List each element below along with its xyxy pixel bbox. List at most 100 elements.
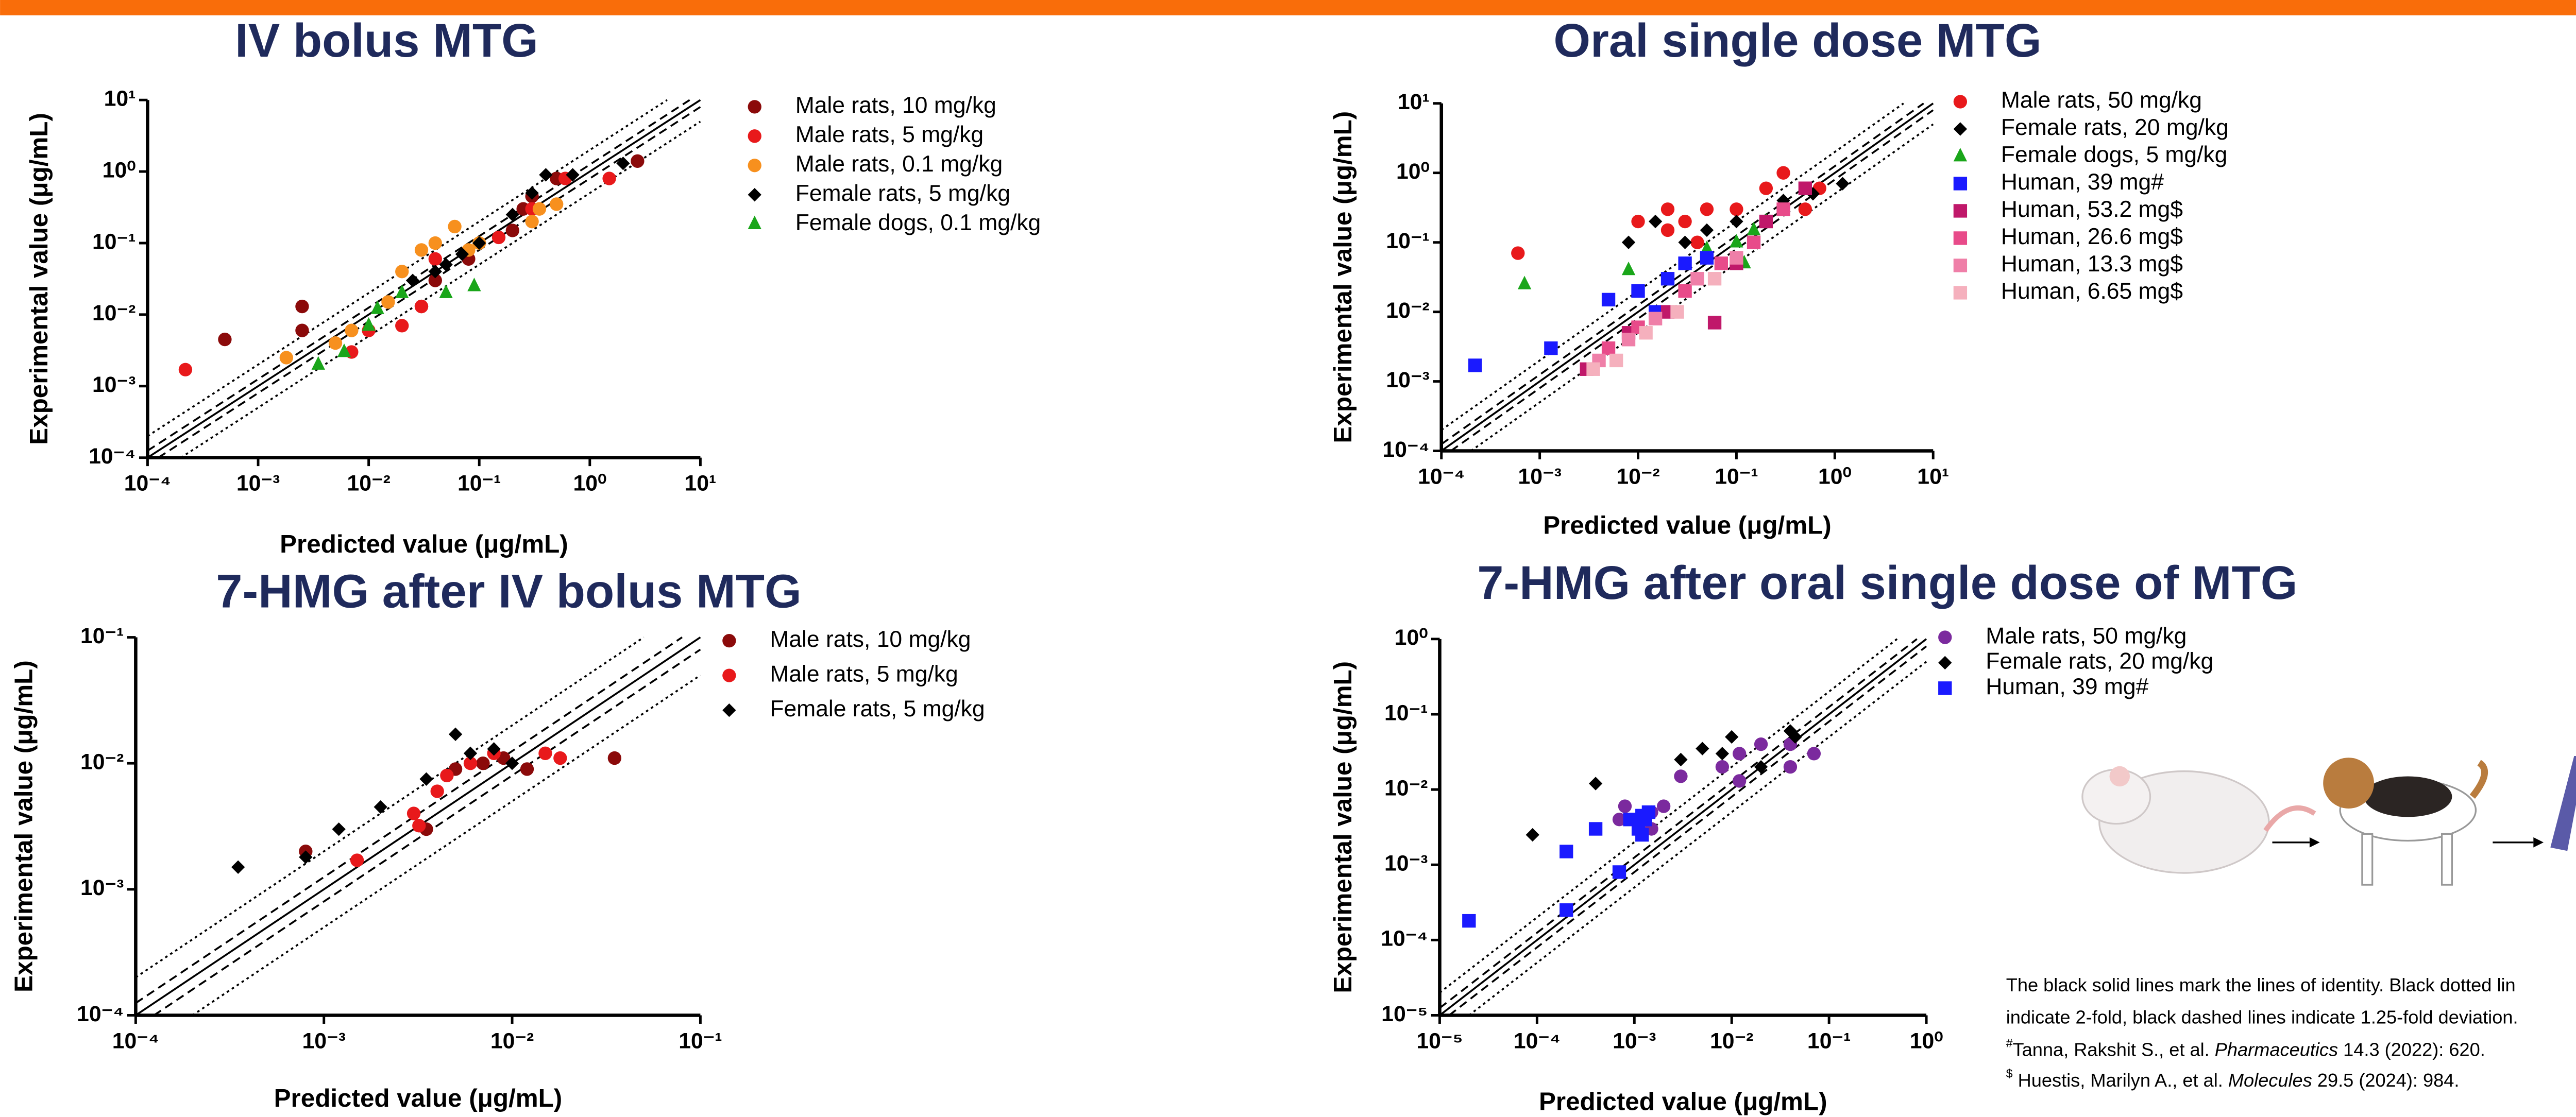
point — [1588, 822, 1603, 836]
point — [1517, 276, 1532, 289]
legend-label: Human, 39 mg# — [2001, 169, 2164, 195]
fold-line — [180, 121, 701, 459]
point — [1807, 747, 1821, 761]
point — [1648, 312, 1663, 325]
point — [463, 757, 478, 770]
point — [1670, 305, 1684, 319]
ref-details: 14.3 (2022): 620. — [2338, 1039, 2485, 1060]
point — [1798, 202, 1812, 216]
point — [1730, 234, 1743, 248]
point — [1601, 341, 1616, 355]
ref-authors: Huestis, Marilyn A., et al. — [2013, 1069, 2228, 1090]
ref-journal: Molecules — [2228, 1069, 2312, 1090]
point — [1660, 272, 1675, 286]
fold-line — [192, 674, 701, 1017]
point — [345, 323, 359, 337]
x-tick-label: 10⁻¹ — [1715, 464, 1758, 489]
point — [440, 768, 454, 783]
point — [602, 171, 616, 185]
legend-label: Female dogs, 5 mg/kg — [2001, 142, 2228, 167]
x-tick-label: 10⁻³ — [1518, 464, 1561, 489]
fold-line — [1468, 661, 1927, 1016]
point — [532, 202, 547, 216]
point — [1759, 214, 1773, 229]
fold-line — [147, 99, 690, 452]
y-axis-title: Experimental value (μg/mL) — [1329, 661, 1357, 993]
point — [412, 819, 426, 833]
top-banner — [0, 0, 2576, 15]
point — [448, 727, 463, 741]
reference: $ Huestis, Marilyn A., et al. Molecules … — [2006, 1067, 2460, 1091]
point — [430, 784, 444, 798]
y-tick-label: 10⁻² — [1384, 776, 1428, 800]
point — [1759, 181, 1773, 195]
point — [295, 299, 309, 314]
y-tick-label: 10⁻¹ — [1386, 229, 1429, 253]
point — [607, 751, 622, 765]
x-tick-label: 10⁻² — [490, 1028, 534, 1053]
fold-line — [1439, 638, 1918, 1009]
point — [1747, 221, 1761, 235]
point — [1788, 730, 1802, 744]
point — [1776, 166, 1790, 180]
legend-label: Female rats, 5 mg/kg — [795, 181, 1010, 206]
x-tick-label: 10⁻² — [1616, 464, 1659, 489]
point — [1648, 214, 1663, 229]
x-tick-label: 10⁻² — [347, 471, 390, 496]
point — [1678, 235, 1692, 249]
point — [1725, 730, 1739, 744]
point — [1621, 333, 1636, 347]
point — [1678, 214, 1692, 229]
point — [492, 230, 506, 245]
point — [428, 252, 442, 266]
point — [1526, 828, 1539, 842]
fold-line — [1439, 638, 1898, 993]
point — [1660, 202, 1675, 216]
point — [1783, 760, 1798, 774]
point — [1660, 223, 1675, 237]
point — [1621, 261, 1636, 276]
x-tick-label: 10⁻⁴ — [1514, 1028, 1561, 1053]
y-axis-title: Experimental value (μg/mL) — [1329, 111, 1357, 443]
point — [1641, 805, 1656, 819]
ref-details: 29.5 (2024): 984. — [2312, 1069, 2460, 1090]
point — [1462, 914, 1476, 928]
point — [1700, 202, 1714, 216]
point — [395, 319, 409, 333]
point — [1754, 737, 1768, 751]
point — [467, 278, 481, 291]
y-axis-title: Experimental value (μg/mL) — [9, 660, 38, 992]
point — [279, 351, 293, 365]
point — [178, 363, 193, 376]
legend-marker — [1953, 259, 1968, 272]
chart-title: 7-HMG after oral single dose of MTG — [1477, 556, 2297, 609]
point — [1631, 284, 1645, 298]
point — [406, 806, 421, 820]
legend-marker — [748, 188, 761, 202]
reference: #Tanna, Rakshit S., et al. Pharmaceutics… — [2006, 1037, 2485, 1060]
point — [1601, 293, 1616, 307]
x-tick-label: 10⁻⁵ — [1416, 1028, 1463, 1053]
legend-label: Human, 13.3 mg$ — [2001, 251, 2183, 277]
legend-label: Male rats, 10 mg/kg — [795, 93, 996, 118]
point — [337, 343, 351, 357]
legend-marker — [748, 100, 761, 114]
point — [525, 215, 539, 229]
point — [350, 853, 364, 867]
ref-mark: $ — [2006, 1067, 2013, 1080]
point — [520, 762, 534, 776]
point — [414, 243, 429, 257]
y-tick-label: 10⁻³ — [1386, 368, 1429, 392]
chart-title: 7-HMG after IV bolus MTG — [216, 565, 801, 618]
point — [1511, 246, 1525, 260]
point — [505, 208, 519, 221]
point — [1747, 235, 1761, 249]
point — [1586, 362, 1600, 376]
point — [455, 247, 469, 261]
point — [505, 224, 519, 237]
point — [328, 336, 343, 350]
legend-label: Female dogs, 0.1 mg/kg — [795, 210, 1041, 235]
x-tick-label: 10⁻¹ — [1807, 1028, 1851, 1053]
point — [1730, 251, 1743, 265]
x-tick-label: 10⁻² — [1710, 1028, 1753, 1053]
